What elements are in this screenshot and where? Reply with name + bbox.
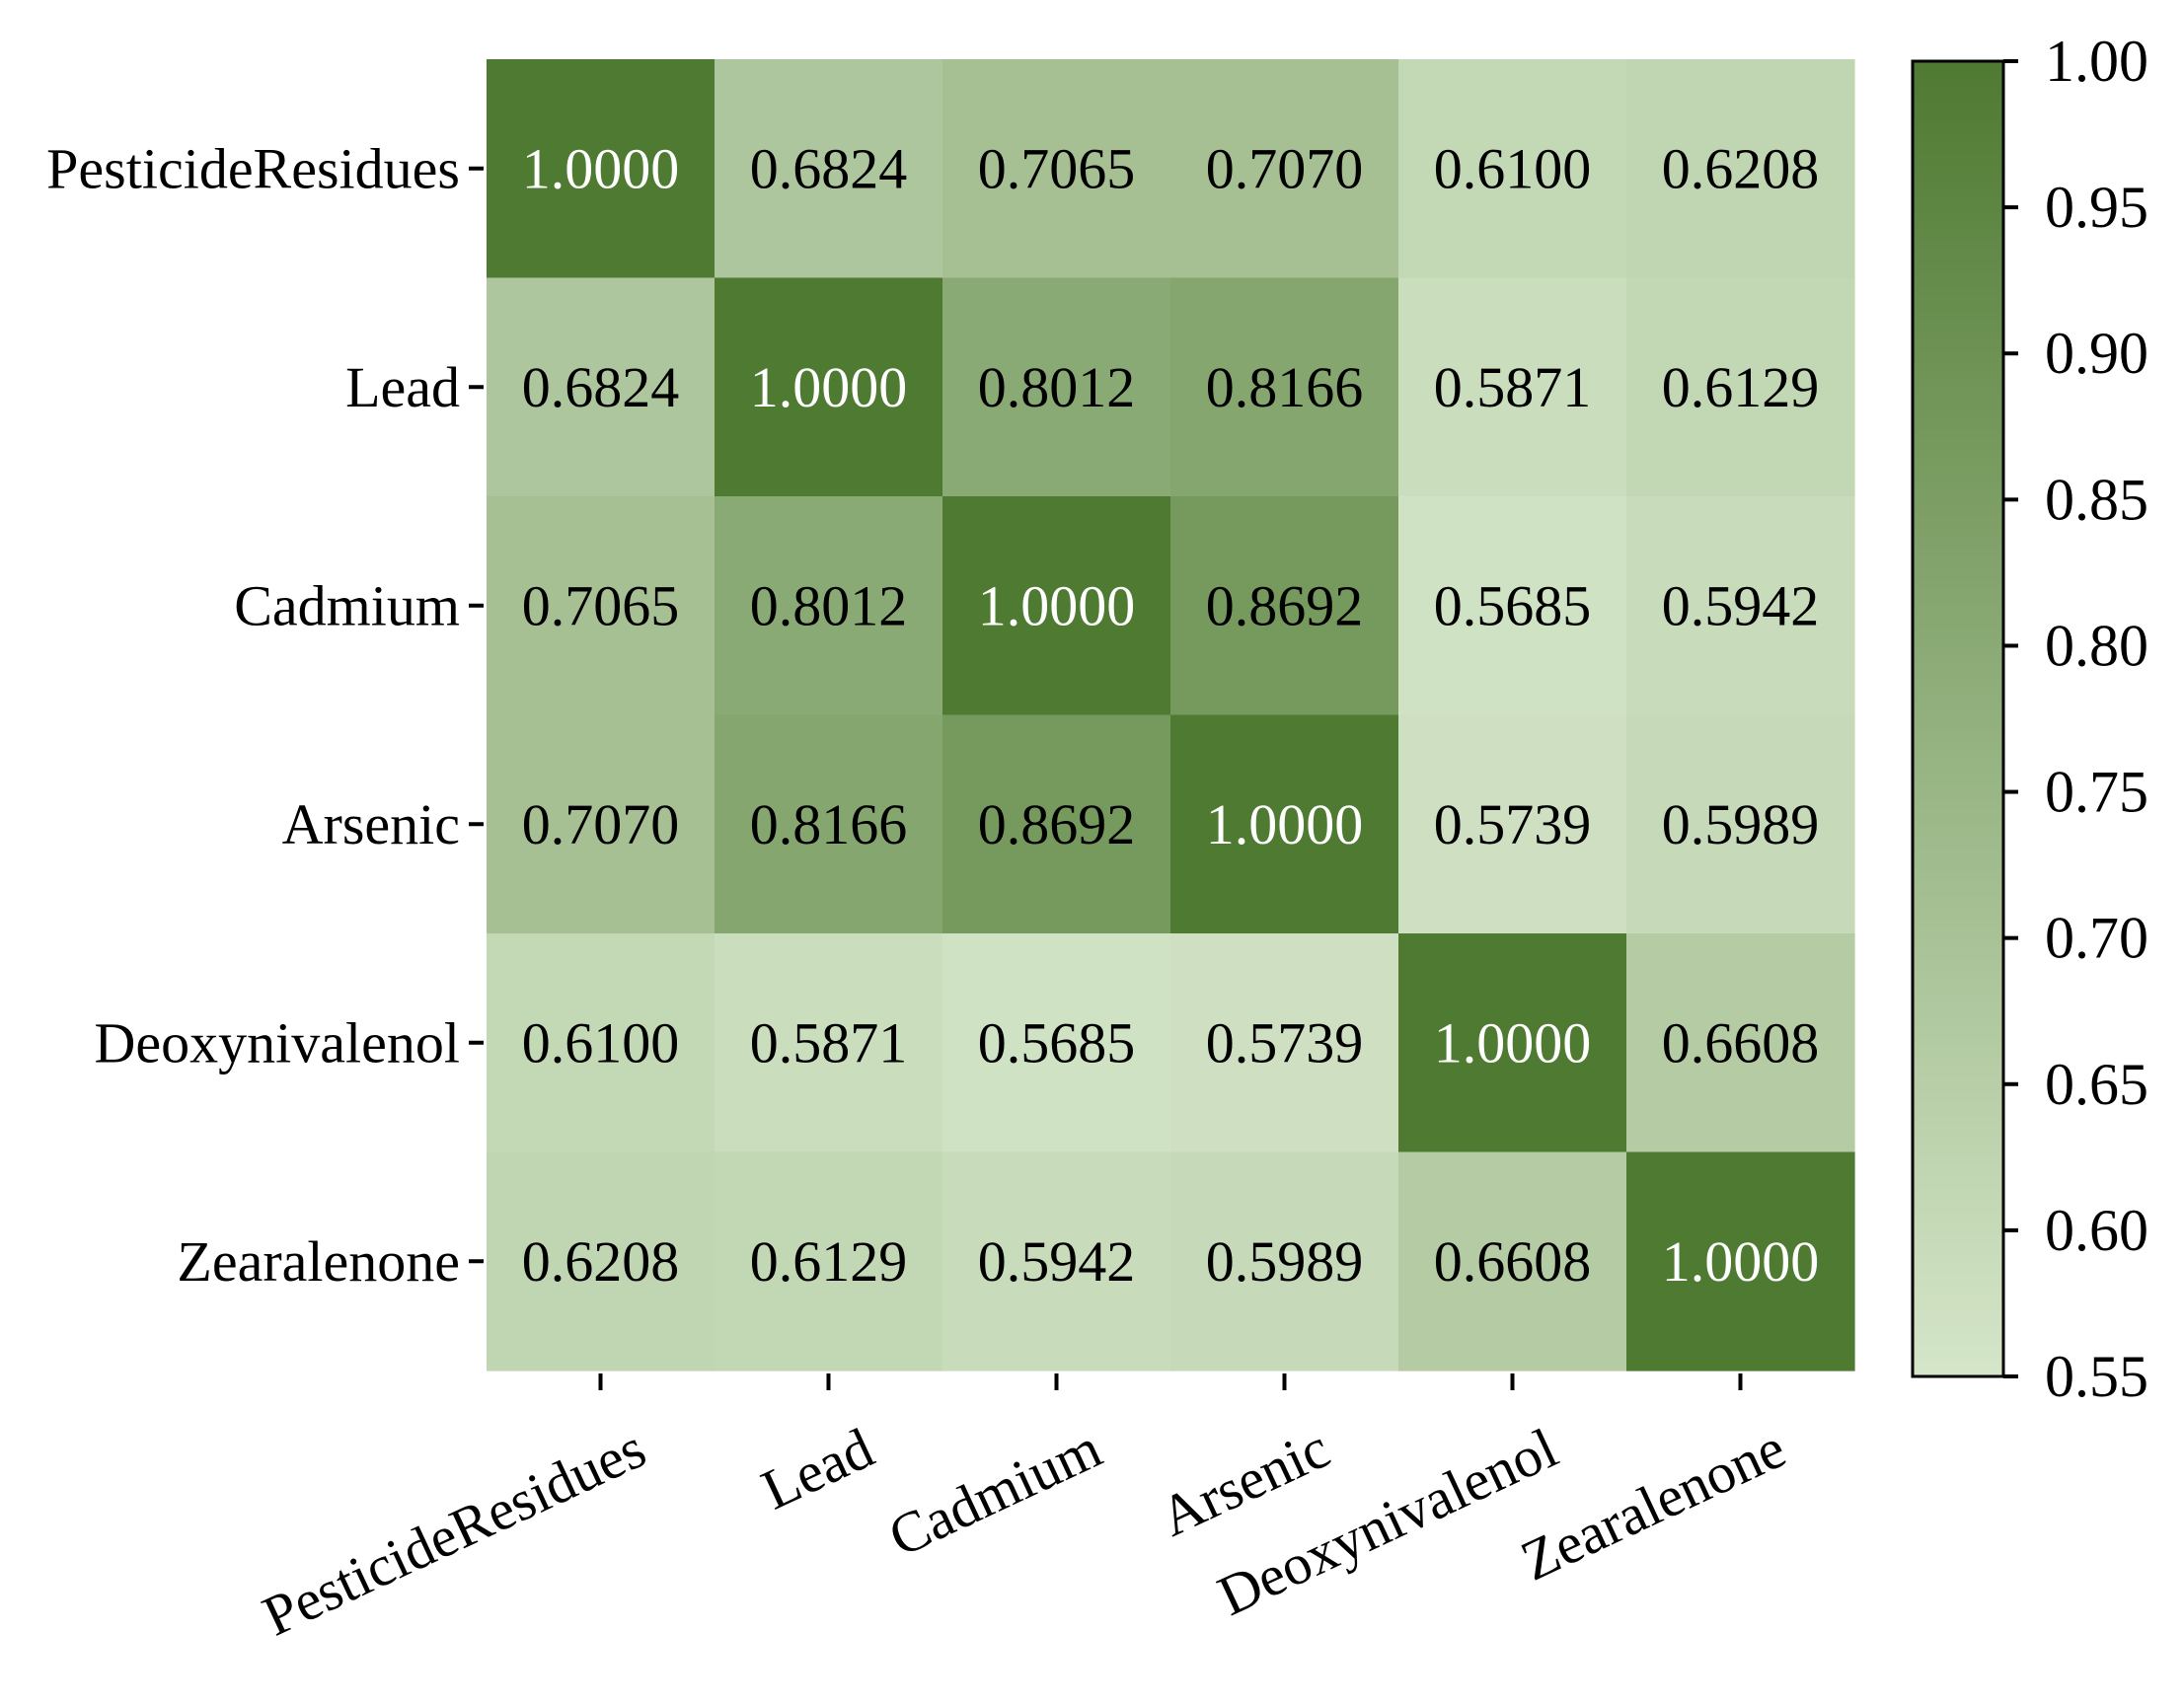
heatmap-cell (487, 496, 715, 716)
heatmap-cell (1398, 714, 1627, 934)
x-tick-label: Lead (752, 1416, 883, 1522)
cell-value-label: 1.0000 (522, 136, 680, 200)
heatmap-cell (942, 1151, 1171, 1371)
cell-value-label: 0.6100 (522, 1010, 680, 1075)
heatmap-cell (487, 277, 715, 497)
cell-value-label: 1.0000 (1434, 1010, 1592, 1075)
heatmap-cell (1170, 277, 1399, 497)
heatmap-cell (1626, 714, 1855, 934)
cell-value-label: 0.5871 (750, 1010, 908, 1075)
heatmap-cell (1170, 933, 1399, 1153)
heatmap-cell (1170, 59, 1399, 279)
x-tick-label: Zearalenone (1511, 1416, 1794, 1594)
cell-value-label: 0.8692 (1206, 573, 1364, 637)
cell-value-label: 0.7070 (522, 792, 680, 856)
heatmap-cell (1398, 59, 1627, 279)
heatmap-cell (1398, 277, 1627, 497)
heatmap-cell (1398, 933, 1627, 1153)
heatmap-cell (1626, 933, 1855, 1153)
colorbar-tick-label: 1.00 (2045, 29, 2148, 94)
cell-value-label: 0.6608 (1434, 1229, 1592, 1294)
heatmap-cell (942, 59, 1171, 279)
heatmap-cell (487, 59, 715, 279)
cell-value-label: 1.0000 (750, 355, 908, 419)
y-tick-label: Deoxynivalenol (95, 1010, 460, 1075)
heatmap-cells (487, 59, 1855, 1371)
heatmap-cell (715, 933, 943, 1153)
heatmap-cell (1398, 496, 1627, 716)
colorbar-tick-label: 0.85 (2045, 467, 2148, 532)
cell-value-label: 0.5685 (978, 1010, 1136, 1075)
cell-value-label: 0.5942 (978, 1229, 1136, 1294)
heatmap-cell (715, 496, 943, 716)
cell-value-label: 0.8166 (750, 792, 908, 856)
y-tick-label: PesticideResidues (46, 136, 460, 200)
heatmap-cell (1626, 59, 1855, 279)
heatmap-cell (942, 714, 1171, 934)
heatmap-cell (1170, 1151, 1399, 1371)
heatmap-cell (942, 277, 1171, 497)
colorbar-tick-label: 0.70 (2045, 906, 2148, 971)
cell-value-label: 0.5942 (1662, 573, 1820, 637)
heatmap-cell (487, 714, 715, 934)
heatmap-cell (715, 1151, 943, 1371)
colorbar-tick-label: 0.90 (2045, 321, 2148, 386)
cell-value-label: 0.7070 (1206, 136, 1364, 200)
y-axis: PesticideResidues Lead Cadmium Arsenic Deoxy… (46, 136, 484, 1294)
cell-value-label: 0.6100 (1434, 136, 1592, 200)
heatmap-cell (942, 933, 1171, 1153)
cell-value-label: 0.6824 (750, 136, 908, 200)
x-tick-label: Cadmium (879, 1416, 1111, 1570)
colorbar: 0.55 0.60 0.65 0.70 0.75 0.80 0.85 0.90 0.95 1.00 (1911, 29, 2148, 1409)
heatmap-cell (715, 59, 943, 279)
colorbar-tick-label: 0.65 (2045, 1052, 2148, 1117)
heatmap-cell (1626, 277, 1855, 497)
heatmap-cell (715, 277, 943, 497)
cell-value-label: 0.5739 (1434, 792, 1592, 856)
cell-value-label: 0.7065 (978, 136, 1136, 200)
heatmap-cell (1398, 1151, 1627, 1371)
colorbar-tick-label: 0.80 (2045, 613, 2148, 678)
cell-value-label: 0.5989 (1206, 1229, 1364, 1294)
heatmap-cell (715, 714, 943, 934)
heatmap-cell (487, 933, 715, 1153)
cell-value-label: 0.6608 (1662, 1010, 1820, 1075)
colorbar-tick-label: 0.60 (2045, 1198, 2148, 1263)
heatmap-cell (487, 1151, 715, 1371)
heatmap-cell (1170, 496, 1399, 716)
cell-value-label: 0.6208 (1662, 136, 1820, 200)
cell-value-label: 0.5739 (1206, 1010, 1364, 1075)
cell-value-label: 0.5871 (1434, 355, 1592, 419)
cell-value-label: 0.8012 (978, 355, 1136, 419)
cell-value-label: 0.6129 (1662, 355, 1820, 419)
cell-value-label: 0.8692 (978, 792, 1136, 856)
cell-value-label: 1.0000 (978, 573, 1136, 637)
cell-value-label: 0.6208 (522, 1229, 680, 1294)
x-tick-label: PesticideResidues (254, 1416, 655, 1649)
cell-value-label: 0.6824 (522, 355, 680, 419)
cell-value-label: 0.8012 (750, 573, 908, 637)
cell-value-label: 0.5685 (1434, 573, 1592, 637)
y-tick-label: Arsenic (282, 792, 460, 856)
cell-value-label: 1.0000 (1206, 792, 1364, 856)
cell-value-label: 0.8166 (1206, 355, 1364, 419)
heatmap-cell (1626, 1151, 1855, 1371)
colorbar-gradient (1911, 59, 2005, 1378)
cell-value-label: 0.6129 (750, 1229, 908, 1294)
colorbar-tick-label: 0.95 (2045, 175, 2148, 240)
cell-value-label: 1.0000 (1662, 1229, 1820, 1294)
y-tick-label: Lead (345, 355, 460, 419)
colorbar-tick-label: 0.75 (2045, 760, 2148, 825)
heatmap-cell-labels: 1.0000 0.6824 0.7065 0.7070 0.6100 0.6208 0.68… (522, 136, 1820, 1294)
cell-value-label: 0.5989 (1662, 792, 1820, 856)
colorbar-tick-label: 0.55 (2045, 1344, 2148, 1409)
heatmap-cell (942, 496, 1171, 716)
y-tick-label: Cadmium (234, 573, 460, 637)
y-tick-label: Zearalenone (177, 1229, 460, 1294)
heatmap-cell (1170, 714, 1399, 934)
heatmap-cell (1626, 496, 1855, 716)
cell-value-label: 0.7065 (522, 573, 680, 637)
